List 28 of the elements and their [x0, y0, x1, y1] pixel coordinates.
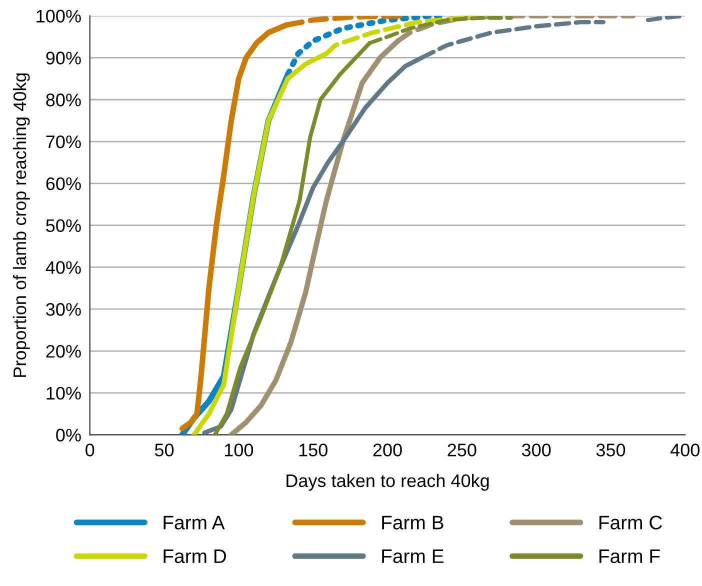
legend-label: Farm A	[164, 516, 225, 530]
y-tick-label: 80%	[46, 94, 81, 106]
x-axis-title: Days taken to reach 40kg	[286, 474, 489, 491]
y-tick-label: 50%	[46, 219, 81, 232]
y-tick-label: 30%	[46, 303, 81, 316]
y-tick-label: 0%	[56, 428, 81, 442]
y-tick-label: 90%	[46, 52, 81, 64]
x-tick-label: 50	[154, 444, 174, 456]
x-tick-label: 300	[522, 444, 551, 456]
legend-label: Farm F	[599, 550, 660, 564]
y-tick-label: 20%	[46, 344, 81, 358]
x-tick-label: 350	[596, 444, 626, 456]
y-axis-title: Proportion of lamb crop reaching 40kg	[12, 73, 30, 377]
x-tick-label: 100	[224, 444, 254, 456]
y-tick-label: 10%	[46, 386, 81, 400]
x-tick-label: 400	[670, 444, 700, 456]
y-tick-label: 100%	[36, 10, 81, 23]
x-tick-label: 200	[373, 444, 402, 456]
legend-label: Farm E	[382, 550, 444, 564]
x-tick-label: 0	[86, 444, 94, 456]
x-tick-label: 250	[448, 444, 476, 456]
x-tick-label: 150	[299, 444, 328, 456]
legend-label: Farm C	[599, 516, 662, 530]
y-tick-label: 70%	[46, 135, 81, 148]
y-tick-label: 60%	[46, 177, 81, 190]
legend-label: Farm D	[164, 550, 226, 564]
y-tick-label: 40%	[46, 261, 81, 274]
legend-label: Farm B	[382, 516, 444, 530]
